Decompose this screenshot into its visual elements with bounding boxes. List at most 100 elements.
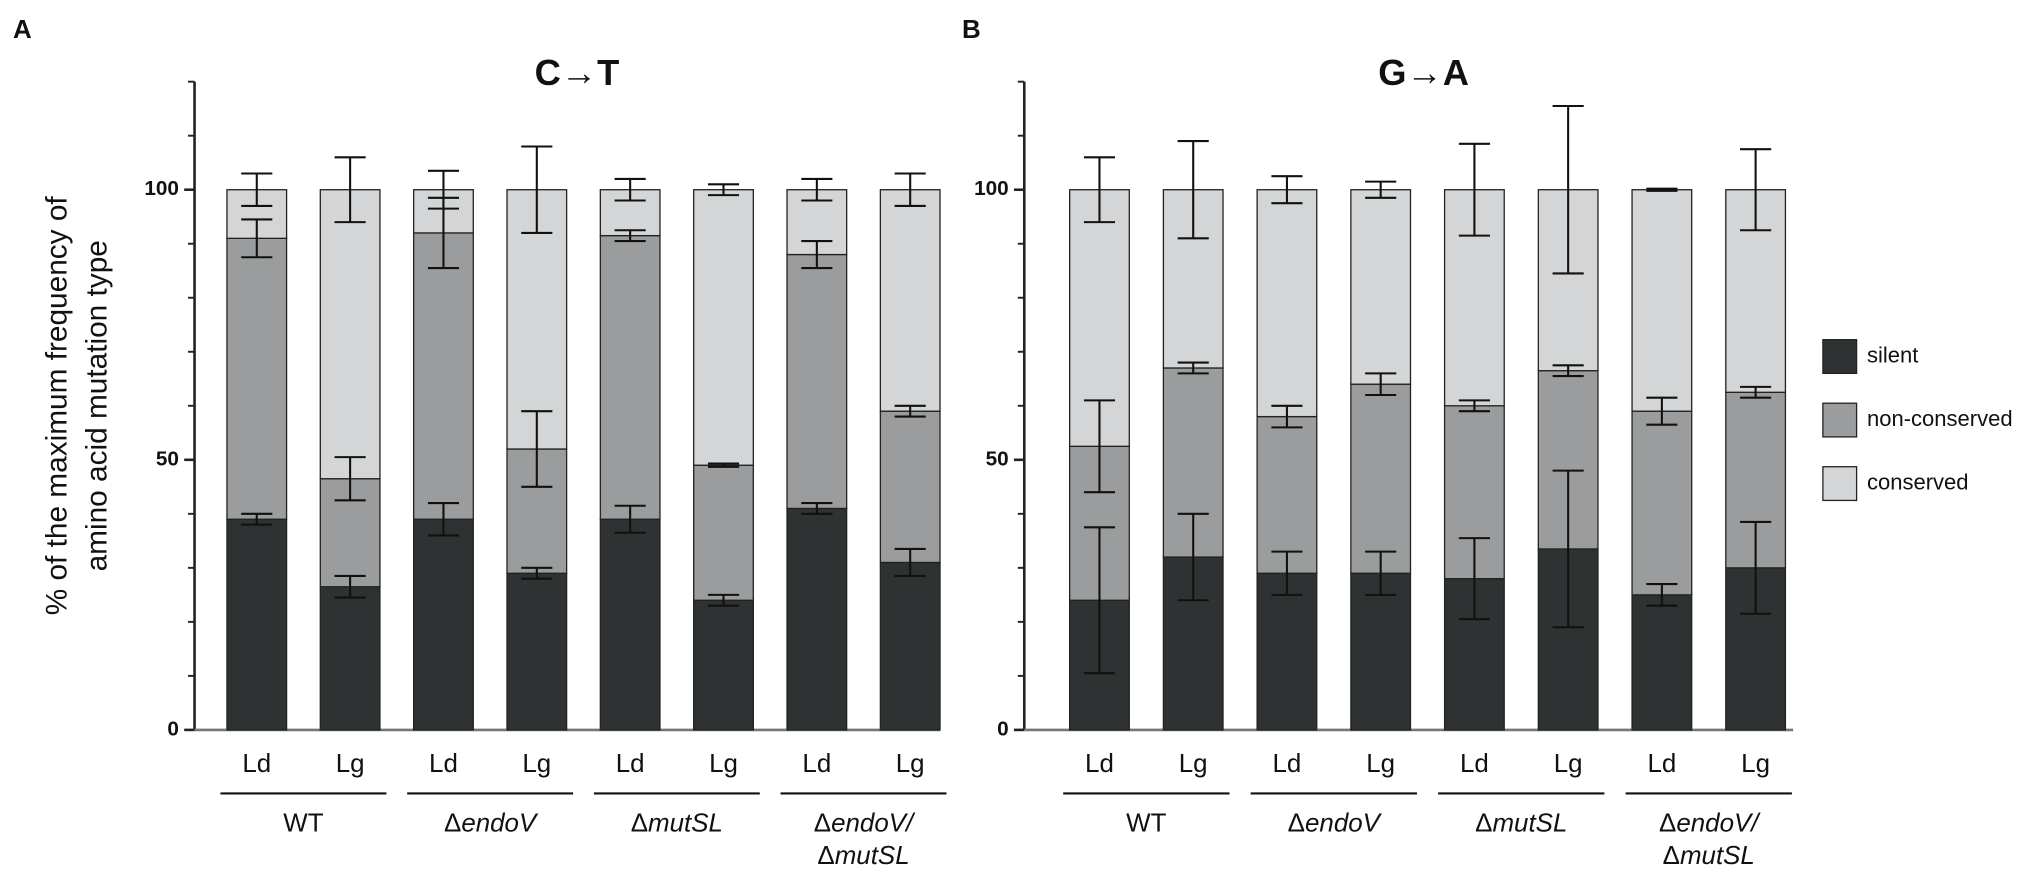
- group-label: ΔmutSL: [1663, 842, 1755, 870]
- error-bar: [1552, 364, 1584, 378]
- error-bar: [1458, 537, 1490, 621]
- error-bar: [1646, 187, 1678, 192]
- y-axis-label: % of the maximum frequency of: [40, 196, 73, 616]
- error-bar: [241, 512, 273, 526]
- x-tick-label: Lg: [709, 750, 738, 778]
- error-bar: [1083, 526, 1116, 675]
- error-bar: [1083, 156, 1116, 224]
- bar-segment: [1631, 594, 1693, 731]
- error-bar: [1271, 550, 1303, 596]
- group-label: ΔendoV: [1288, 809, 1383, 837]
- error-bar: [241, 172, 273, 207]
- bar-segment: [1256, 572, 1318, 731]
- y-tick-label: 0: [167, 717, 179, 740]
- legend-label: non-conserved: [1867, 406, 2013, 431]
- error-bar: [1271, 404, 1303, 429]
- error-bar: [427, 169, 460, 210]
- error-bar: [521, 145, 553, 234]
- error-bar: [1177, 512, 1209, 602]
- error-bar: [1740, 148, 1772, 232]
- error-bar: [707, 593, 740, 607]
- y-tick-label: 50: [156, 447, 179, 470]
- legend-swatch: [1822, 466, 1858, 502]
- group-label: ΔmutSL: [817, 842, 909, 870]
- error-bar: [334, 456, 366, 502]
- error-bar: [241, 218, 273, 259]
- y-tick-label: 100: [974, 177, 1009, 200]
- x-tick-label: Lg: [522, 750, 551, 778]
- bar-segment: [1350, 189, 1412, 385]
- error-bar: [1458, 142, 1490, 237]
- error-bar: [427, 501, 460, 537]
- bar-segment: [693, 599, 754, 731]
- error-bar: [801, 501, 833, 515]
- error-bar: [1365, 550, 1397, 596]
- error-bar: [1552, 104, 1584, 275]
- bar-segment: [693, 464, 754, 601]
- error-bar: [334, 156, 366, 224]
- chart-title: C→T: [535, 52, 620, 93]
- legend-label: conserved: [1867, 469, 1969, 494]
- bar-segment: [1256, 415, 1318, 574]
- x-tick-label: Lg: [1554, 750, 1583, 778]
- error-bar: [894, 404, 926, 418]
- error-bar: [1365, 180, 1397, 199]
- x-tick-label: Ld: [429, 750, 458, 778]
- error-bar: [1177, 361, 1209, 375]
- bar-segment: [599, 234, 661, 520]
- group-label: ΔmutSL: [1475, 809, 1567, 837]
- x-tick-label: Ld: [1460, 750, 1489, 778]
- bar-segment: [412, 518, 474, 731]
- error-bar: [1177, 140, 1209, 240]
- error-bar: [1740, 385, 1772, 399]
- error-bar: [334, 574, 366, 599]
- group-label: ΔendoV/: [814, 809, 916, 837]
- bar-segment: [319, 189, 381, 480]
- bar-segment: [879, 189, 941, 412]
- panel-letter: A: [13, 16, 32, 44]
- bar-segment: [1350, 383, 1412, 574]
- error-bar: [1552, 469, 1584, 629]
- panel-letter: B: [962, 16, 981, 44]
- error-bar: [1271, 175, 1303, 205]
- y-tick-label: 0: [997, 717, 1009, 740]
- bar-segment: [786, 507, 848, 731]
- legend-swatch: [1822, 402, 1858, 438]
- legend-swatch: [1822, 339, 1858, 375]
- bar-segment: [786, 253, 848, 510]
- chart-title: G→A: [1378, 52, 1469, 93]
- x-tick-label: Lg: [1366, 750, 1395, 778]
- error-bar: [614, 177, 646, 202]
- error-bar: [801, 177, 833, 202]
- bar-segment: [599, 518, 661, 731]
- error-bar: [894, 547, 926, 577]
- bar-segment: [412, 232, 474, 520]
- x-tick-label: Lg: [336, 750, 365, 778]
- error-bar: [1365, 372, 1397, 397]
- error-bar: [521, 566, 553, 580]
- y-tick-label: 50: [986, 447, 1009, 470]
- x-tick-label: Ld: [1273, 750, 1302, 778]
- group-label: ΔendoV/: [1659, 809, 1761, 837]
- error-bar: [1646, 396, 1678, 426]
- bar-segment: [319, 586, 381, 731]
- error-bar: [614, 229, 646, 243]
- bar-segment: [1631, 189, 1693, 412]
- error-bar: [1646, 583, 1678, 607]
- x-tick-label: Lg: [1179, 750, 1208, 778]
- bar-segment: [226, 237, 288, 520]
- error-bar: [1458, 399, 1490, 413]
- group-label: WT: [283, 809, 323, 837]
- bar-segment: [879, 561, 941, 731]
- x-tick-label: Ld: [616, 750, 645, 778]
- x-tick-label: Ld: [802, 750, 831, 778]
- error-bar: [1740, 520, 1772, 615]
- bar-segment: [693, 189, 754, 466]
- error-bar: [707, 462, 740, 468]
- bar-segment: [879, 410, 941, 564]
- error-bar: [614, 504, 646, 534]
- bar-segment: [1350, 572, 1412, 731]
- x-tick-label: Lg: [896, 750, 925, 778]
- x-tick-label: Ld: [1085, 750, 1114, 778]
